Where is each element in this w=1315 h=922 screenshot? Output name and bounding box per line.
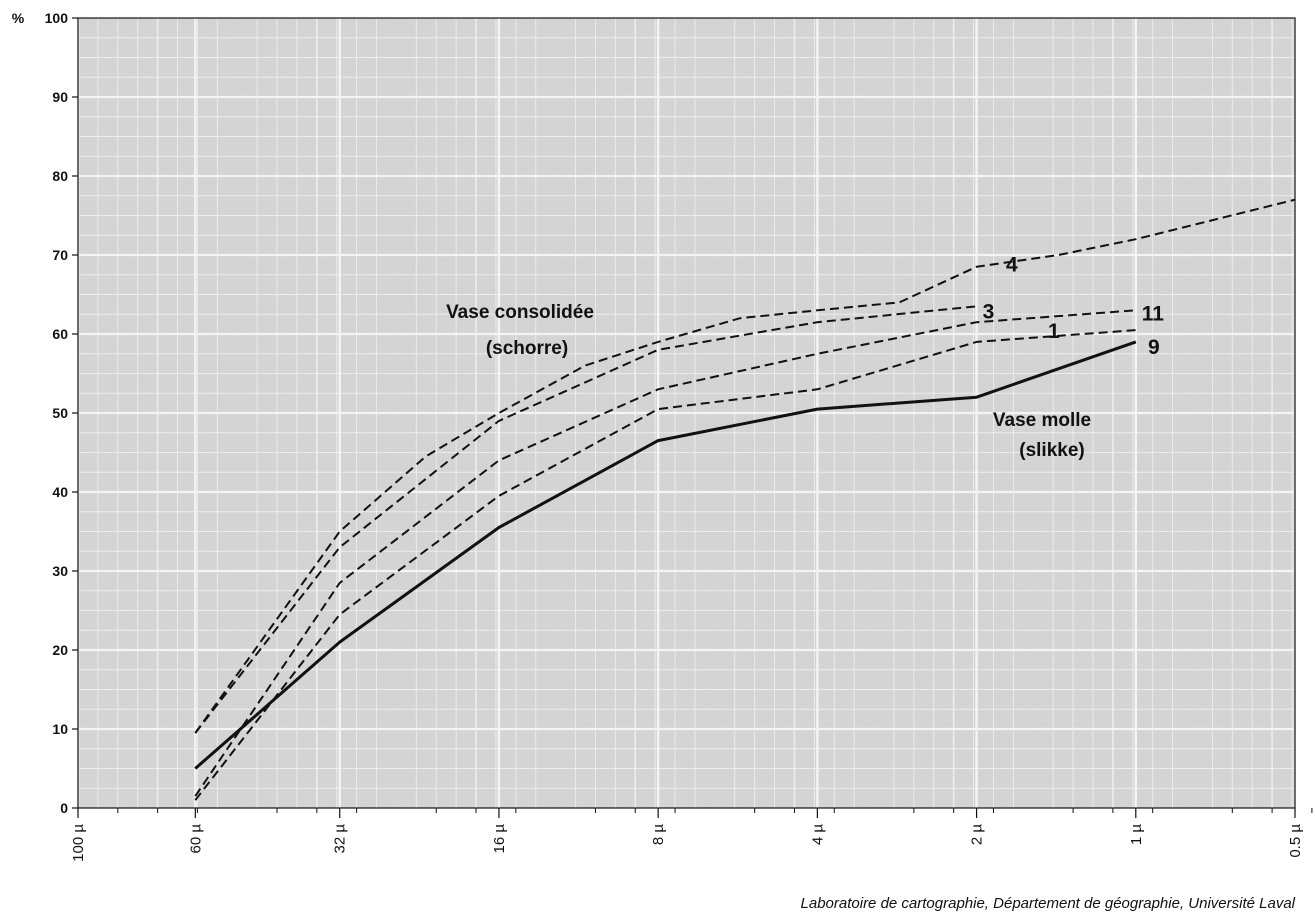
series-label-3: 3 bbox=[983, 300, 995, 323]
grid bbox=[76, 18, 1297, 808]
y-axis-label: % bbox=[12, 10, 25, 26]
series-line-11 bbox=[194, 309, 1136, 797]
x-tick-label: 1 µ bbox=[1128, 824, 1145, 846]
y-tick-label: 80 bbox=[52, 168, 68, 184]
y-tick-label: 70 bbox=[52, 247, 68, 263]
x-axis: 100 µ 60 µ 32 µ 16 µ 8 µ 4 µ 2 µ 1 µ 0.5 µ bbox=[70, 808, 1313, 862]
y-axis: 0 10 20 30 40 50 60 70 80 90 100% bbox=[12, 10, 78, 816]
series-line-9 bbox=[194, 340, 1137, 770]
series-label-11: 11 bbox=[1142, 302, 1165, 325]
series-line-3 bbox=[194, 305, 977, 734]
y-tick-label: 20 bbox=[52, 642, 68, 658]
x-tick-label: 4 µ bbox=[809, 824, 826, 846]
series-line-4 bbox=[194, 198, 1296, 734]
x-tick-label: 16 µ bbox=[491, 824, 508, 854]
annotation-consolidated-line1: Vase consolidée bbox=[446, 302, 594, 323]
series-label-1: 1 bbox=[1048, 320, 1060, 343]
annotations: Vase consolidée (schorre) Vase molle (sl… bbox=[446, 302, 1091, 461]
annotation-soft-line1: Vase molle bbox=[993, 410, 1091, 431]
y-tick-label: 0 bbox=[60, 800, 68, 816]
series-label-4: 4 bbox=[1006, 254, 1018, 277]
x-tick-label: 100 µ bbox=[70, 824, 87, 862]
y-tick-label: 60 bbox=[52, 326, 68, 342]
series-label-9: 9 bbox=[1148, 336, 1160, 359]
series-line-1 bbox=[194, 329, 1136, 801]
annotation-consolidated-line2: (schorre) bbox=[486, 338, 568, 359]
x-tick-label: 0.5 µ bbox=[1287, 824, 1304, 858]
y-tick-label: 10 bbox=[52, 721, 68, 737]
x-tick-label: 8 µ bbox=[650, 824, 667, 846]
x-tick-label: 60 µ bbox=[187, 824, 204, 854]
credit-text: Laboratoire de cartographie, Département… bbox=[801, 895, 1296, 912]
annotation-soft-line2: (slikke) bbox=[1019, 440, 1084, 461]
y-tick-label: 50 bbox=[52, 405, 68, 421]
series-lines bbox=[194, 198, 1296, 801]
y-tick-label: 100 bbox=[45, 10, 69, 26]
y-tick-label: 90 bbox=[52, 89, 68, 105]
x-tick-label: 2 µ bbox=[969, 824, 986, 846]
x-tick-label: 32 µ bbox=[332, 824, 349, 854]
y-tick-label: 30 bbox=[52, 563, 68, 579]
y-tick-label: 40 bbox=[52, 484, 68, 500]
